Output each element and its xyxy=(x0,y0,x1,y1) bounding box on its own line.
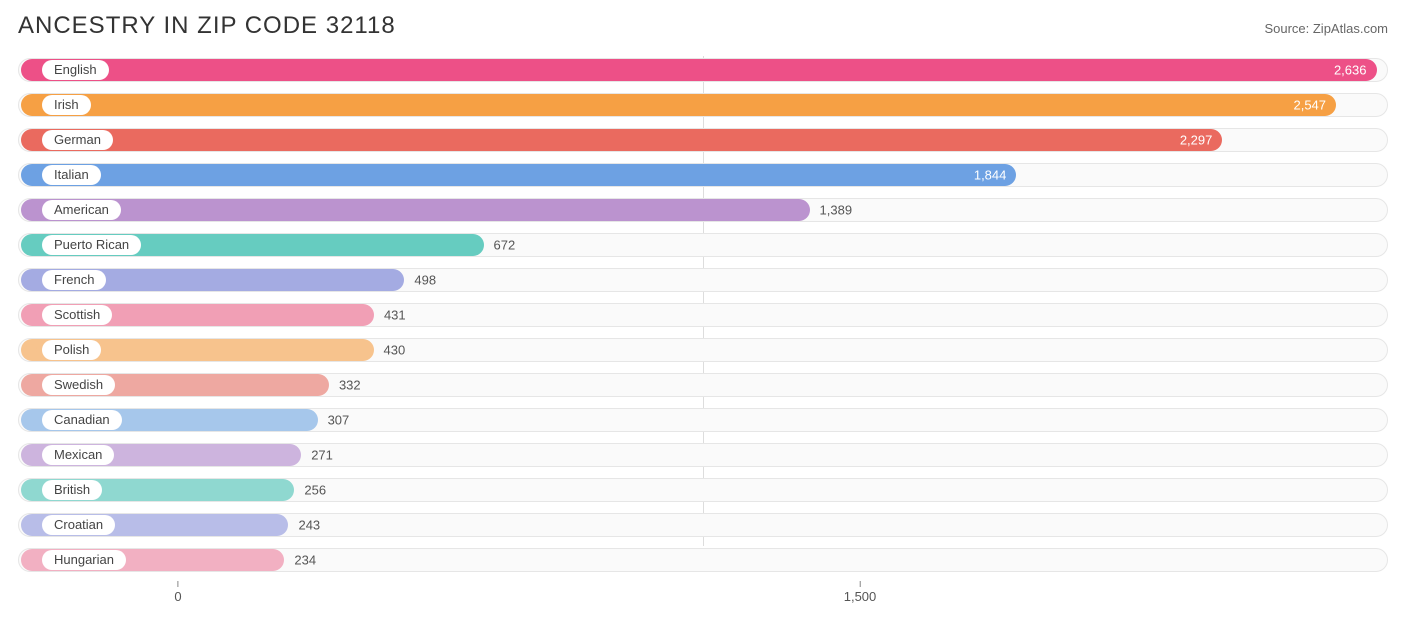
series-color-dot xyxy=(25,134,37,146)
bar-fill xyxy=(21,94,1336,116)
bar-fill xyxy=(21,59,1377,81)
chart-header: ANCESTRY IN ZIP CODE 32118 Source: ZipAt… xyxy=(18,12,1388,40)
bar-row: German 2,297 xyxy=(18,126,1388,154)
series-value: 1,844 xyxy=(974,168,1007,183)
series-value: 271 xyxy=(311,448,333,463)
x-axis-tick: 1,500 xyxy=(844,581,877,604)
bar-fill xyxy=(21,199,810,221)
bar-fill xyxy=(21,129,1222,151)
bar-row: American 1,389 xyxy=(18,196,1388,224)
series-label: English xyxy=(42,60,109,80)
bar-row: Polish 430 xyxy=(18,336,1388,364)
series-value: 243 xyxy=(298,518,320,533)
series-value: 332 xyxy=(339,378,361,393)
bar-row: Swedish 332 xyxy=(18,371,1388,399)
bar-row: Italian 1,844 xyxy=(18,161,1388,189)
series-value: 498 xyxy=(414,273,436,288)
series-label: Irish xyxy=(42,95,91,115)
series-color-dot xyxy=(25,309,37,321)
series-label: American xyxy=(42,200,121,220)
series-label: Swedish xyxy=(42,375,115,395)
series-label: Polish xyxy=(42,340,101,360)
bar-row: Canadian 307 xyxy=(18,406,1388,434)
series-label: German xyxy=(42,130,113,150)
series-color-dot xyxy=(25,204,37,216)
series-value: 256 xyxy=(304,483,326,498)
bars-area: English 2,636 Irish 2,547 German 2,297 Italian… xyxy=(18,56,1388,574)
bar-row: Scottish 431 xyxy=(18,301,1388,329)
bar-row: Hungarian 234 xyxy=(18,546,1388,574)
series-color-dot xyxy=(25,519,37,531)
series-label: French xyxy=(42,270,106,290)
bar-row: Mexican 271 xyxy=(18,441,1388,469)
bar-row: Croatian 243 xyxy=(18,511,1388,539)
ancestry-bar-chart: ANCESTRY IN ZIP CODE 32118 Source: ZipAt… xyxy=(0,0,1406,644)
chart-source: Source: ZipAtlas.com xyxy=(1264,21,1388,36)
series-label: Puerto Rican xyxy=(42,235,141,255)
series-value: 2,297 xyxy=(1180,133,1213,148)
series-value: 430 xyxy=(384,343,406,358)
series-color-dot xyxy=(25,449,37,461)
series-color-dot xyxy=(25,169,37,181)
bar-row: French 498 xyxy=(18,266,1388,294)
series-color-dot xyxy=(25,379,37,391)
series-label: Croatian xyxy=(42,515,115,535)
series-color-dot xyxy=(25,554,37,566)
series-label: Scottish xyxy=(42,305,112,325)
bar-row: Irish 2,547 xyxy=(18,91,1388,119)
series-color-dot xyxy=(25,344,37,356)
series-color-dot xyxy=(25,239,37,251)
series-label: Hungarian xyxy=(42,550,126,570)
series-color-dot xyxy=(25,414,37,426)
bar-row: Puerto Rican 672 xyxy=(18,231,1388,259)
series-value: 2,547 xyxy=(1293,98,1326,113)
chart-title: ANCESTRY IN ZIP CODE 32118 xyxy=(18,12,396,40)
series-color-dot xyxy=(25,274,37,286)
series-value: 672 xyxy=(494,238,516,253)
series-color-dot xyxy=(25,484,37,496)
series-label: Canadian xyxy=(42,410,122,430)
series-label: Mexican xyxy=(42,445,114,465)
x-axis-tick: 0 xyxy=(174,581,181,604)
bar-fill xyxy=(21,164,1016,186)
series-color-dot xyxy=(25,99,37,111)
series-value: 2,636 xyxy=(1334,63,1367,78)
series-value: 307 xyxy=(328,413,350,428)
bar-row: British 256 xyxy=(18,476,1388,504)
series-value: 234 xyxy=(294,553,316,568)
series-label: Italian xyxy=(42,165,101,185)
series-value: 431 xyxy=(384,308,406,323)
series-color-dot xyxy=(25,64,37,76)
x-axis-tick-label: 0 xyxy=(174,589,181,604)
series-value: 1,389 xyxy=(820,203,853,218)
x-axis: 01,5003,000 xyxy=(18,581,1388,609)
series-label: British xyxy=(42,480,102,500)
bar-row: English 2,636 xyxy=(18,56,1388,84)
x-axis-tick-label: 1,500 xyxy=(844,589,877,604)
